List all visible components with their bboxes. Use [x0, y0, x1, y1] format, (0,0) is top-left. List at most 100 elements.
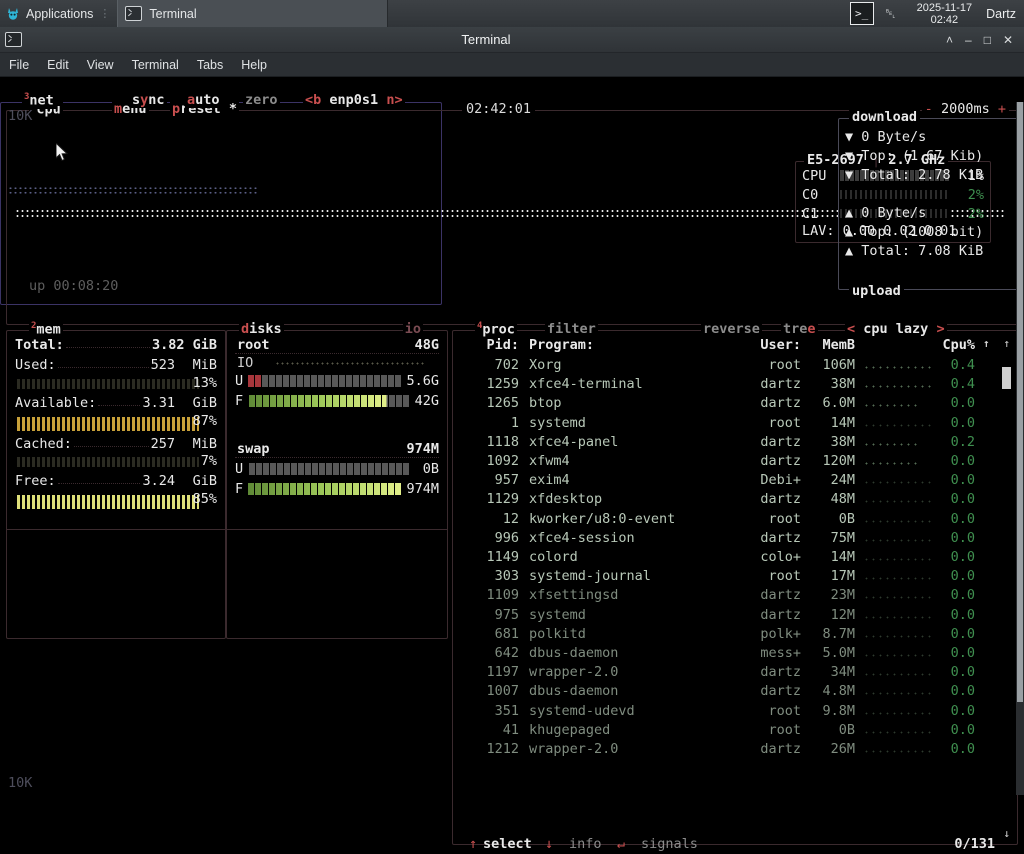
table-row[interactable]: 975 systemd dartz 12M 0.0: [463, 607, 1009, 626]
table-row[interactable]: 351 systemd-udevd root 9.8M 0.0: [463, 703, 1009, 722]
proc-signals-label[interactable]: signals: [641, 836, 698, 852]
table-row[interactable]: 1259 xfce4-terminal dartz 38M 0.4: [463, 376, 1009, 395]
disks-panel: disks io root 48G IO U 5.6G F 42G swap 9…: [226, 321, 448, 639]
cell-cpu: 0.0: [950, 510, 975, 527]
net-interface-selector[interactable]: <b enp0s1 n>: [303, 92, 405, 108]
disks-io-title[interactable]: io: [402, 321, 423, 337]
taskbar-window-terminal[interactable]: Terminal: [117, 0, 389, 27]
clock-time: 02:42: [930, 13, 959, 26]
cpu-model-header: E5-2697 ┐ 2.7 GHz: [804, 152, 949, 168]
cpu-update-interval[interactable]: - 2000ms +: [921, 101, 1009, 117]
cell-cpu-graph: [863, 419, 933, 433]
proc-sort-next[interactable]: >: [936, 321, 945, 337]
applications-menu-button[interactable]: Applications ⋮: [0, 0, 117, 27]
cell-mem: 23M: [830, 587, 855, 604]
menu-view[interactable]: View: [86, 57, 114, 72]
window-shade-button[interactable]: ˄: [945, 32, 953, 47]
panel-username[interactable]: Dartz: [986, 6, 1016, 21]
cell-cpu-graph: [863, 476, 933, 490]
terminal-window: Terminal ˄ – □ ✕ File Edit View Terminal…: [0, 27, 1024, 852]
cell-user: root: [768, 510, 801, 527]
proc-scrollbar-track[interactable]: [1002, 355, 1011, 822]
disks-panel-title[interactable]: disks: [239, 321, 284, 337]
cell-user: dartz: [760, 491, 801, 508]
col-pid[interactable]: Pid:: [486, 337, 519, 353]
cpu-ms-plus[interactable]: +: [997, 101, 1006, 117]
col-program[interactable]: Program:: [529, 337, 595, 353]
tray-terminal-launcher[interactable]: >_: [847, 0, 877, 27]
table-row[interactable]: 996 xfce4-session dartz 75M 0.0: [463, 530, 1009, 549]
window-maximize-button[interactable]: □: [983, 32, 991, 47]
proc-sort-field: cpu lazy: [863, 321, 929, 337]
mem-cached-unit: MiB: [192, 436, 217, 452]
net-next-key[interactable]: n>: [386, 92, 403, 108]
proc-panel-title[interactable]: 4proc: [475, 321, 517, 338]
table-row[interactable]: 1265 btop dartz 6.0M 0.0: [463, 395, 1009, 414]
table-row[interactable]: 1 systemd root 14M 0.0: [463, 415, 1009, 434]
disk-swap-used-value: 0B: [422, 460, 439, 477]
cell-cpu-graph: [863, 668, 933, 682]
net-panel-title[interactable]: 3net: [22, 92, 56, 109]
cell-pid: 1: [510, 414, 519, 431]
table-row[interactable]: 1109 xfsettingsd dartz 23M 0.0: [463, 587, 1009, 606]
table-row[interactable]: 41 khugepaged root 0B 0.0: [463, 722, 1009, 741]
cell-pid: 975: [494, 606, 519, 623]
window-title-bar[interactable]: Terminal ˄ – □ ✕: [0, 27, 1024, 53]
mem-available-unit: GiB: [192, 395, 217, 411]
net-auto-button[interactable]: auto: [185, 92, 222, 108]
net-sync-button[interactable]: sync: [130, 92, 167, 108]
cell-cpu-graph: [863, 726, 933, 740]
cell-pid: 1118: [486, 433, 519, 450]
col-memb[interactable]: MemB: [822, 337, 855, 353]
table-row[interactable]: 303 systemd-journal root 17M 0.0: [463, 568, 1009, 587]
panel-clock[interactable]: 2025-11-17 02:42: [907, 2, 982, 26]
table-row[interactable]: 1118 xfce4-panel dartz 38M 0.2: [463, 434, 1009, 453]
table-row[interactable]: 1149 colord colo+ 14M 0.0: [463, 549, 1009, 568]
net-prev-key[interactable]: <b: [305, 92, 322, 108]
cell-mem: 48M: [830, 491, 855, 508]
cpu-ms-minus[interactable]: -: [924, 101, 933, 117]
col-user[interactable]: User:: [760, 337, 801, 353]
menu-file[interactable]: File: [9, 57, 30, 72]
net-download-rate-text: 0 Byte/s: [861, 129, 927, 145]
proc-info-label[interactable]: info: [569, 836, 602, 852]
window-close-button[interactable]: ✕: [1002, 32, 1013, 47]
col-cpu[interactable]: Cpu%: [942, 337, 975, 353]
download-arrow-icon: ▼: [845, 167, 854, 183]
notification-bell[interactable]: ␇: [877, 0, 907, 27]
menu-help[interactable]: Help: [241, 57, 267, 72]
table-row[interactable]: 1212 wrapper-2.0 dartz 26M 0.0: [463, 741, 1009, 760]
proc-sort-prev[interactable]: <: [847, 321, 856, 337]
proc-scroll-up-icon[interactable]: ↑: [1003, 337, 1010, 350]
cpu-core1-row: C1 2%: [802, 204, 984, 223]
proc-reverse-button[interactable]: reverse: [701, 321, 762, 337]
cell-user: root: [768, 702, 801, 719]
window-minimize-button[interactable]: –: [965, 32, 972, 47]
table-row[interactable]: 1197 wrapper-2.0 dartz 34M 0.0: [463, 664, 1009, 683]
menu-tabs[interactable]: Tabs: [196, 57, 224, 72]
table-row[interactable]: 702 Xorg root 106M 0.4: [463, 357, 1009, 376]
menu-edit[interactable]: Edit: [47, 57, 69, 72]
cell-cpu-graph: [863, 457, 933, 471]
table-row[interactable]: 1092 xfwm4 dartz 120M 0.0: [463, 453, 1009, 472]
table-row[interactable]: 12 kworker/u8:0-event root 0B 0.0: [463, 511, 1009, 530]
cell-user: dartz: [760, 395, 801, 412]
cell-user: root: [768, 568, 801, 585]
menu-terminal[interactable]: Terminal: [131, 57, 179, 72]
table-row[interactable]: 1129 xfdesktop dartz 48M 0.0: [463, 491, 1009, 510]
proc-select-down-key[interactable]: ↓: [545, 836, 553, 852]
table-row[interactable]: 642 dbus-daemon mess+ 5.0M 0.0: [463, 645, 1009, 664]
net-zero-button[interactable]: zero: [243, 92, 280, 108]
proc-tree-button[interactable]: tree: [781, 321, 818, 337]
table-row[interactable]: 1007 dbus-daemon dartz 4.8M 0.0: [463, 683, 1009, 702]
mem-panel-title[interactable]: 2mem: [29, 321, 63, 338]
proc-scrollbar-thumb[interactable]: [1002, 367, 1011, 389]
cell-mem: 17M: [830, 568, 855, 585]
terminal-scrollbar[interactable]: [1016, 102, 1024, 795]
proc-select-up-key[interactable]: ↑: [469, 836, 477, 852]
terminal-scrollbar-thumb[interactable]: [1017, 102, 1023, 702]
table-row[interactable]: 957 exim4 Debi+ 24M 0.0: [463, 472, 1009, 491]
table-row[interactable]: 681 polkitd polk+ 8.7M 0.0: [463, 626, 1009, 645]
proc-filter-input[interactable]: filter: [545, 321, 598, 337]
proc-sort-selector[interactable]: < cpu lazy >: [845, 321, 947, 337]
